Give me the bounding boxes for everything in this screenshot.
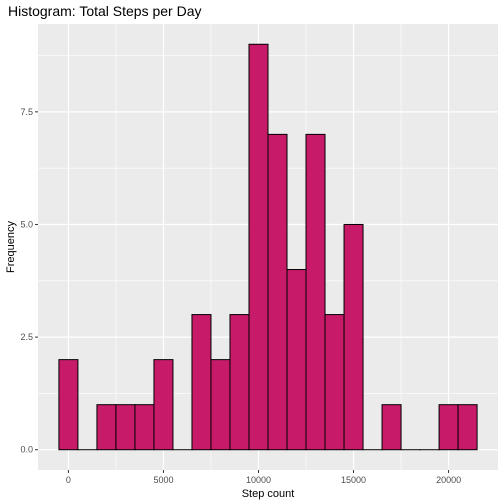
x-axis-title: Step count xyxy=(242,488,295,500)
histogram-bar xyxy=(305,133,326,451)
x-tick-label: 5000 xyxy=(153,475,173,485)
histogram-bar xyxy=(457,404,478,451)
histogram-bar xyxy=(191,314,212,451)
histogram-bar xyxy=(381,404,402,451)
histogram-bar xyxy=(343,223,364,451)
x-tick-label: 10000 xyxy=(246,475,271,485)
y-tick-label: 7.5 xyxy=(20,107,33,117)
y-tick-label: 5.0 xyxy=(20,219,33,229)
histogram-bar xyxy=(324,314,345,451)
chart-title: Histogram: Total Steps per Day xyxy=(8,3,202,19)
histogram-bar xyxy=(134,404,155,451)
histogram-bar xyxy=(115,404,136,451)
histogram-bar xyxy=(58,359,79,451)
x-tick-label: 15000 xyxy=(341,475,366,485)
histogram-bar xyxy=(248,43,269,451)
y-axis-title: Frequency xyxy=(5,221,17,273)
histogram-bars xyxy=(58,43,478,451)
y-tick-label: 2.5 xyxy=(20,332,33,342)
y-tick-label: 0.0 xyxy=(20,445,33,455)
histogram-bar xyxy=(286,269,307,451)
histogram-bar xyxy=(96,404,117,451)
x-axis: 0 5000 10000 15000 20000 xyxy=(66,470,461,485)
y-axis: 0.0 2.5 5.0 7.5 xyxy=(20,107,38,455)
histogram-bar xyxy=(210,359,231,451)
histogram-bar xyxy=(229,314,250,451)
histogram-bar xyxy=(267,133,288,451)
x-tick-label: 0 xyxy=(66,475,71,485)
x-tick-label: 20000 xyxy=(436,475,461,485)
histogram-bar xyxy=(153,359,174,451)
histogram-bar xyxy=(438,404,459,451)
